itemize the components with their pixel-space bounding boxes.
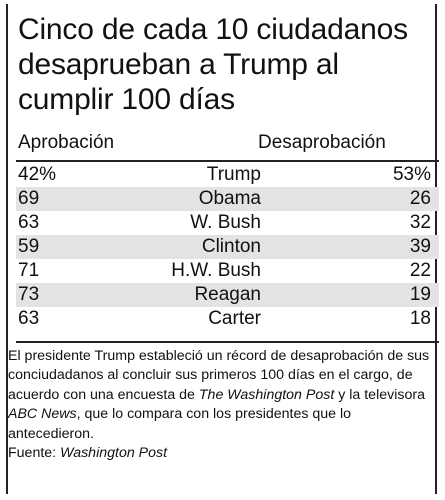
chart-title: Cinco de cada 10 ciudadanos desaprueban …: [18, 13, 408, 116]
disapproval-value: 32: [409, 212, 431, 233]
table-row: 63 Carter 18: [16, 307, 439, 331]
disapproval-value: 53%: [392, 164, 431, 185]
table-top-rule: [16, 160, 439, 162]
approval-value: 59: [18, 236, 40, 257]
table-row: 73 Reagan 19: [16, 283, 439, 307]
note-text-2: y la televisora: [334, 386, 425, 403]
disapproval-value: 26: [409, 188, 431, 209]
source-label: Fuente:: [8, 445, 61, 462]
approval-value: 63: [18, 308, 40, 329]
approval-value: 73: [18, 284, 40, 305]
president-name: Obama: [198, 188, 261, 209]
disapproval-value: 19: [409, 284, 431, 305]
table-row: 71 H.W. Bush 22: [16, 259, 439, 283]
president-name: Trump: [206, 164, 261, 185]
president-name: W. Bush: [190, 212, 261, 233]
approval-value: 71: [18, 260, 40, 281]
disapproval-value: 39: [409, 236, 431, 257]
approval-table: 42% Trump 53% 69 Obama 26 63 W. Bush 32 59 Clinton…: [16, 163, 439, 331]
header-desaprobacion: Desaprobación: [258, 132, 386, 153]
note-abc-news: ABC News: [8, 406, 77, 423]
table-row: 69 Obama 26: [16, 187, 439, 211]
president-name: Clinton: [201, 236, 261, 257]
table-bottom-rule: [16, 341, 439, 343]
note-text-1: El presidente Trump estableció un récord…: [8, 348, 430, 403]
president-name: Carter: [208, 308, 261, 329]
table-row: 59 Clinton 39: [16, 235, 439, 259]
president-name: Reagan: [194, 284, 261, 305]
footnote: El presidente Trump estableció un récord…: [8, 347, 433, 463]
note-text-3: , que lo compara con los presidentes que…: [8, 406, 352, 442]
table-row: 63 W. Bush 32: [16, 211, 439, 235]
table-row: 42% Trump 53%: [16, 163, 439, 187]
approval-value: 42%: [18, 164, 57, 185]
approval-value: 69: [18, 188, 40, 209]
note-washington-post: The Washington Post: [198, 386, 335, 403]
disapproval-value: 18: [409, 308, 431, 329]
source-name: Washington Post: [60, 445, 168, 462]
header-aprobacion: Aprobación: [18, 132, 115, 153]
approval-value: 63: [18, 212, 40, 233]
president-name: H.W. Bush: [171, 260, 261, 281]
disapproval-value: 22: [409, 260, 431, 281]
